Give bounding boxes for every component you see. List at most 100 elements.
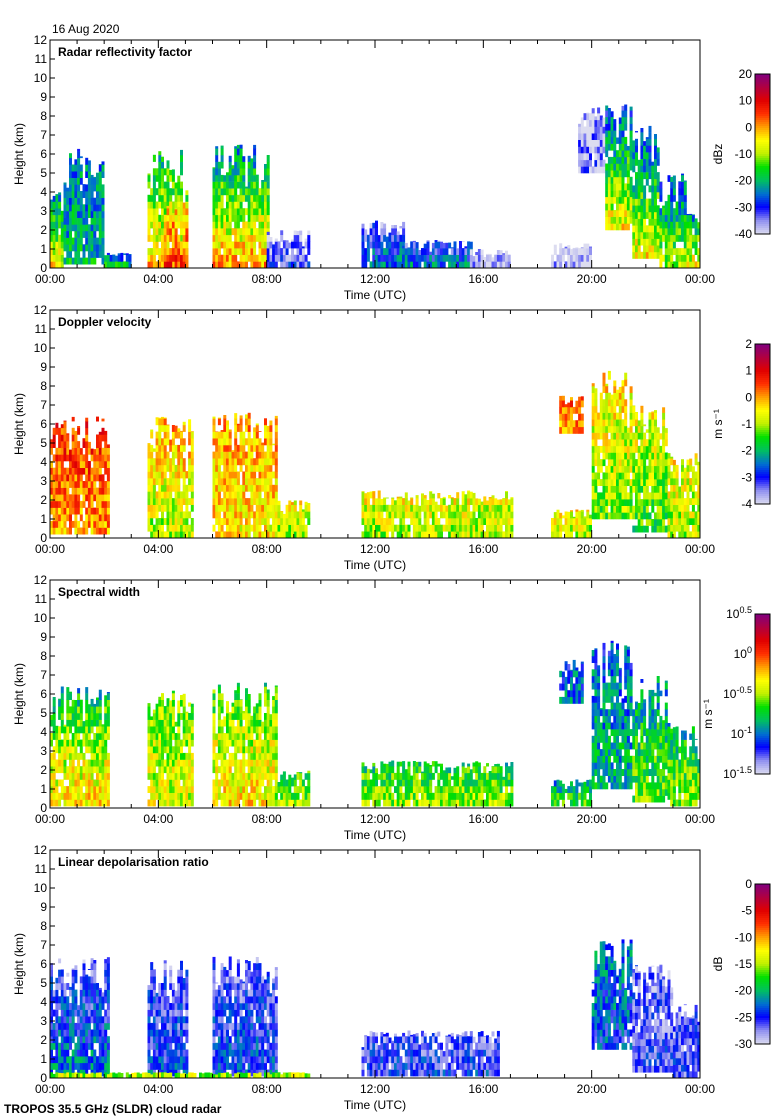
echo-cell	[678, 248, 682, 255]
echo-cell	[66, 706, 70, 714]
echo-cell	[586, 159, 590, 167]
colorbar-tick-label: -2	[741, 444, 752, 458]
echo-cell	[643, 525, 647, 533]
echo-cell	[589, 153, 592, 161]
echo-cell	[645, 225, 649, 233]
echo-cell	[166, 464, 170, 472]
echo-cell	[269, 444, 273, 452]
echo-cell	[98, 527, 102, 535]
echo-cell	[217, 504, 221, 512]
echo-cell	[266, 498, 270, 505]
echo-cell	[561, 248, 565, 255]
echo-cell	[580, 524, 584, 532]
echo-cell	[421, 524, 424, 532]
echo-cell	[98, 786, 102, 793]
echo-cell	[431, 498, 435, 505]
echo-cell	[50, 254, 53, 262]
echo-cell	[101, 191, 105, 198]
echo-cell	[115, 261, 118, 269]
echo-cell	[63, 507, 67, 515]
echo-cell	[50, 234, 53, 242]
echo-cell	[55, 427, 59, 435]
echo-cell	[632, 439, 636, 447]
echo-cell	[66, 719, 70, 727]
echo-cell	[364, 261, 368, 269]
echo-cell	[52, 792, 56, 800]
echo-cell	[440, 531, 443, 539]
echo-cell	[274, 471, 278, 479]
echo-cell	[551, 261, 554, 269]
echo-cell	[602, 485, 606, 493]
echo-cell	[180, 772, 183, 780]
echo-cell	[180, 208, 183, 216]
echo-cell	[171, 772, 175, 780]
echo-cell	[670, 518, 674, 525]
echo-cell	[231, 471, 235, 479]
echo-cell	[285, 261, 289, 269]
echo-cell	[215, 478, 219, 486]
echo-cell	[231, 478, 235, 486]
echo-cell	[166, 438, 170, 446]
colorbar-swatch	[755, 470, 770, 473]
echo-cell	[264, 425, 267, 432]
echo-cell	[71, 224, 75, 232]
echo-cell	[253, 431, 257, 439]
colorbar-swatch	[755, 344, 770, 347]
echo-cell	[689, 234, 693, 242]
echo-cell	[670, 511, 674, 519]
echo-cell	[645, 492, 649, 500]
y-tick-label: 2	[40, 493, 47, 507]
echo-cell	[264, 194, 267, 202]
echo-cell	[591, 419, 595, 427]
y-tick-label: 5	[40, 166, 47, 180]
echo-cell	[69, 726, 72, 734]
echo-cell	[602, 499, 606, 506]
echo-cell	[185, 713, 189, 720]
echo-cell	[161, 221, 164, 229]
echo-cell	[648, 185, 652, 193]
echo-cell	[98, 204, 102, 212]
echo-cell	[234, 201, 238, 209]
echo-cell	[96, 197, 99, 205]
echo-cell	[426, 504, 430, 512]
echo-cell	[98, 244, 102, 252]
echo-cell	[82, 257, 86, 265]
echo-cell	[361, 223, 365, 229]
echo-cell	[152, 234, 156, 242]
echo-cell	[152, 155, 156, 162]
date-label: 16 Aug 2020	[52, 22, 120, 36]
echo-cell	[220, 201, 224, 209]
echo-cell	[190, 766, 194, 774]
echo-cell	[52, 248, 56, 255]
echo-cell	[120, 252, 124, 255]
echo-cell	[472, 511, 476, 519]
echo-cell	[87, 706, 91, 714]
echo-cell	[599, 425, 603, 433]
x-tick-label: 04:00	[143, 542, 173, 556]
echo-cell	[98, 726, 102, 734]
echo-cell	[166, 160, 170, 162]
echo-cell	[502, 498, 506, 505]
echo-cell	[431, 524, 435, 532]
echo-cell	[234, 471, 238, 479]
echo-cell	[106, 766, 110, 774]
echo-cell	[662, 465, 666, 473]
echo-cell	[694, 234, 698, 242]
echo-cell	[250, 484, 254, 492]
echo-cell	[380, 228, 384, 236]
echo-cell	[155, 504, 159, 512]
echo-cell	[190, 726, 194, 734]
echo-cell	[691, 234, 695, 242]
echo-cell	[166, 792, 170, 800]
echo-cell	[261, 254, 265, 262]
echo-cell	[63, 474, 67, 482]
echo-cell	[261, 241, 265, 249]
echo-cell	[98, 447, 102, 455]
echo-cell	[147, 443, 151, 446]
echo-cell	[96, 520, 99, 528]
echo-cell	[226, 451, 229, 459]
echo-cell	[171, 693, 175, 700]
echo-cell	[616, 196, 619, 204]
echo-cell	[163, 719, 167, 727]
echo-cell	[190, 458, 194, 466]
